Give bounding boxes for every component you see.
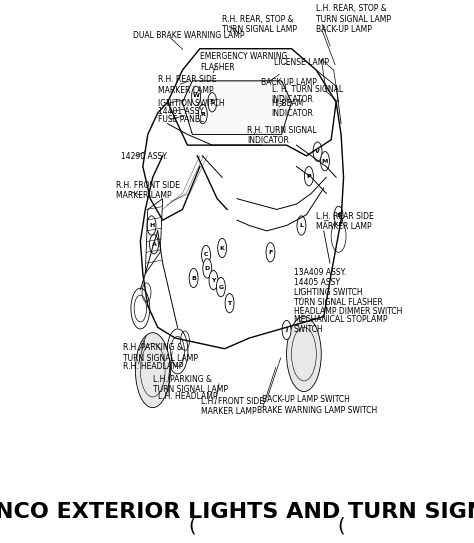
Text: R.H. TURN SIGNAL
INDICATOR: R.H. TURN SIGNAL INDICATOR <box>247 126 317 145</box>
Text: R.H. REAR SIDE
MARKER LAMP: R.H. REAR SIDE MARKER LAMP <box>158 75 216 95</box>
Text: BRONCO EXTERIOR LIGHTS AND TURN SIGNALS: BRONCO EXTERIOR LIGHTS AND TURN SIGNALS <box>0 502 474 522</box>
Circle shape <box>147 216 156 235</box>
Text: L.H. REAR SIDE
MARKER LAMP: L.H. REAR SIDE MARKER LAMP <box>316 212 374 231</box>
Text: 14405 ASSY: 14405 ASSY <box>294 279 340 287</box>
Text: V: V <box>315 149 320 154</box>
Text: C: C <box>204 252 208 257</box>
Text: BACK-UP LAMP: BACK-UP LAMP <box>261 79 317 87</box>
Text: R.H. FRONT SIDE
MARKER LAMP: R.H. FRONT SIDE MARKER LAMP <box>116 181 180 200</box>
Circle shape <box>201 245 210 264</box>
Text: L.H. PARKING &
TURN SIGNAL LAMP: L.H. PARKING & TURN SIGNAL LAMP <box>153 375 228 394</box>
Circle shape <box>313 142 322 161</box>
Text: (: ( <box>189 516 196 535</box>
Circle shape <box>208 93 217 112</box>
Text: J: J <box>285 327 288 332</box>
Text: HEADLAMP DIMMER SWITCH: HEADLAMP DIMMER SWITCH <box>294 307 402 316</box>
Text: B: B <box>191 275 196 281</box>
Circle shape <box>218 238 227 257</box>
Text: Y: Y <box>211 277 216 283</box>
Circle shape <box>320 151 329 171</box>
Circle shape <box>198 104 207 124</box>
Text: L: L <box>300 223 303 228</box>
Circle shape <box>334 206 343 225</box>
Circle shape <box>209 270 218 290</box>
Circle shape <box>287 317 321 392</box>
Polygon shape <box>182 81 292 135</box>
Circle shape <box>149 235 158 254</box>
Circle shape <box>203 258 212 278</box>
Text: L.H. REAR, STOP &
TURN SIGNAL LAMP
BACK-UP LAMP: L.H. REAR, STOP & TURN SIGNAL LAMP BACK-… <box>316 4 392 34</box>
Text: L.H. HEADLAMP: L.H. HEADLAMP <box>158 393 217 401</box>
Text: T: T <box>228 301 232 306</box>
Text: TURN SIGNAL FLASHER: TURN SIGNAL FLASHER <box>294 298 383 307</box>
Text: G: G <box>219 285 223 289</box>
Circle shape <box>189 268 198 288</box>
Circle shape <box>225 294 234 313</box>
Text: HI-BEAM
INDICATOR: HI-BEAM INDICATOR <box>272 99 314 118</box>
Text: IGNITION SWITCH: IGNITION SWITCH <box>158 99 224 108</box>
Text: P: P <box>307 174 311 179</box>
Text: EMERGENCY WARNING
FLASHER: EMERGENCY WARNING FLASHER <box>200 52 287 72</box>
Text: A: A <box>152 242 156 247</box>
Text: BACK-UP LAMP SWITCH: BACK-UP LAMP SWITCH <box>262 395 350 404</box>
Text: W: W <box>192 93 200 98</box>
Text: L. H. TURN SIGNAL
INDICATOR: L. H. TURN SIGNAL INDICATOR <box>272 85 343 104</box>
Text: R.H. HEADLAMP: R.H. HEADLAMP <box>123 362 183 371</box>
Text: 14401 ASSY.: 14401 ASSY. <box>158 108 204 116</box>
Circle shape <box>297 216 306 235</box>
Text: LIGHTING SWITCH: LIGHTING SWITCH <box>294 288 363 297</box>
Circle shape <box>282 320 291 339</box>
Text: M: M <box>322 159 328 163</box>
Text: (: ( <box>337 516 345 535</box>
Text: L.H. FRONT SIDE
MARKER LAMP: L.H. FRONT SIDE MARKER LAMP <box>201 397 264 416</box>
Text: D: D <box>205 266 210 271</box>
Text: S: S <box>210 100 215 105</box>
Text: 13A409 ASSY.: 13A409 ASSY. <box>294 268 346 277</box>
Text: 14290 ASSY.: 14290 ASSY. <box>120 153 167 161</box>
Text: R.H. REAR, STOP &
TURN SIGNAL LAMP: R.H. REAR, STOP & TURN SIGNAL LAMP <box>222 15 297 34</box>
Text: LICENSE LAMP: LICENSE LAMP <box>274 58 329 67</box>
Text: BRAKE WARNING LAMP SWITCH: BRAKE WARNING LAMP SWITCH <box>257 406 377 415</box>
Circle shape <box>191 86 201 105</box>
Text: F: F <box>268 250 273 255</box>
Text: R.H. PARKING &
TURN SIGNAL LAMP: R.H. PARKING & TURN SIGNAL LAMP <box>123 343 198 363</box>
Text: E: E <box>337 213 341 218</box>
Text: FUSE PANEL: FUSE PANEL <box>158 116 203 124</box>
Text: DUAL BRAKE WARNING LAMP: DUAL BRAKE WARNING LAMP <box>133 31 245 40</box>
Text: K: K <box>219 245 225 250</box>
Circle shape <box>266 243 275 262</box>
Circle shape <box>304 167 313 186</box>
Text: R: R <box>201 111 205 117</box>
Text: H: H <box>149 223 154 228</box>
Circle shape <box>217 277 225 297</box>
Text: MECHANICAL STOPLAMP
SWITCH: MECHANICAL STOPLAMP SWITCH <box>294 315 388 334</box>
Circle shape <box>136 333 170 408</box>
